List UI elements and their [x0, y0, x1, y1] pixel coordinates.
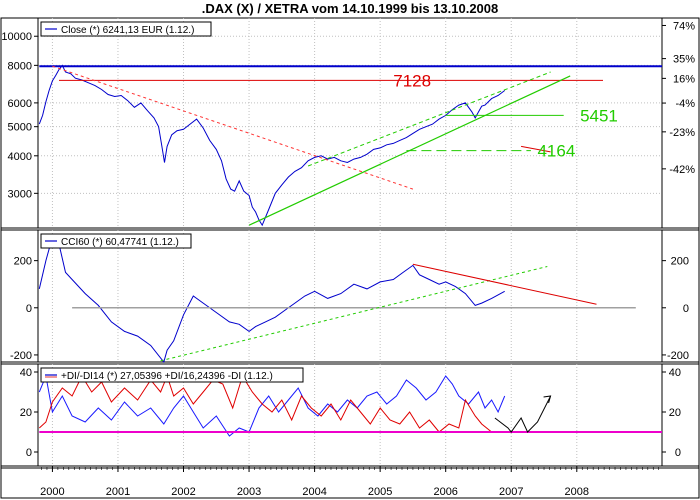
cci-uptrend-line	[160, 266, 548, 362]
x-tick-label: 2004	[302, 486, 326, 498]
dmi-y-tick-label: 20	[20, 407, 32, 419]
outer-frame	[0, 17, 700, 499]
panel-frame-3	[0, 363, 700, 467]
plus-di-line	[38, 374, 506, 437]
price-pct-tick-label: 74%	[673, 20, 695, 32]
legend-label: Close (*) 6241,13 EUR (1.12.)	[61, 25, 194, 36]
legend-label: +DI/-DI14 (*) 27,05396 +DI/16,24396 -DI …	[61, 371, 273, 382]
level-label-4164: 4164	[537, 142, 575, 161]
cci-y-tick-label: 0	[26, 303, 32, 315]
level-label-7128: 7128	[393, 71, 431, 90]
panel-frame-2	[0, 229, 700, 363]
dmi-y-tick-label: 40	[20, 367, 32, 379]
dmi-y-tick-label: 0	[26, 447, 32, 459]
trend-overlays	[39, 65, 662, 433]
cci-y-tick-label: 200	[14, 256, 32, 268]
cci-downtrend-line	[412, 263, 597, 305]
cci-right-tick-label: -200	[667, 350, 689, 362]
dmi-right-tick-label: 0	[675, 447, 681, 459]
axis-and-labels: 2000 2001 2002 2003 2004 2005 2006 2007 20083000…	[1, 20, 695, 498]
dmi-projection-arrows-line	[494, 395, 552, 433]
cci-y-tick-label: -200	[10, 350, 32, 362]
legend-label: CCI60 (*) 60,47741 (1.12.)	[61, 237, 179, 248]
legend-box	[40, 233, 192, 249]
price-y-tick-label: 3000	[8, 188, 32, 200]
x-tick-label: 2003	[237, 486, 261, 498]
dmi-right-tick-label: 20	[669, 407, 681, 419]
chart-panels	[0, 17, 700, 499]
price-pct-tick-label: 35%	[673, 54, 695, 66]
legend-box	[40, 21, 212, 37]
cci-line	[38, 236, 505, 364]
x-tick-label: 2002	[171, 486, 195, 498]
cci-right-tick-label: 200	[671, 256, 689, 268]
x-tick-label: 2007	[499, 486, 523, 498]
price-pct-tick-label: -23%	[669, 127, 695, 139]
x-tick-label: 2000	[40, 486, 64, 498]
legend-box	[40, 367, 304, 383]
price-y-tick-label: 6000	[8, 98, 32, 110]
short-red-line	[521, 145, 551, 153]
x-tick-label: 2008	[565, 486, 589, 498]
uptrend-dashed-line	[307, 71, 551, 167]
grid-lines	[1, 18, 699, 472]
minus-di-line	[38, 374, 492, 433]
dmi-right-tick-label: 40	[669, 367, 681, 379]
projection-arrowhead	[543, 395, 552, 404]
price-pct-tick-label: -42%	[669, 164, 695, 176]
price-y-tick-label: 10000	[1, 31, 32, 43]
cci-right-tick-label: 0	[683, 303, 689, 315]
chart-title: .DAX (X) / XETRA vom 14.10.1999 bis 13.1…	[202, 1, 499, 16]
x-tick-label: 2006	[433, 486, 457, 498]
price-pct-tick-label: 16%	[673, 73, 695, 85]
price-y-tick-label: 4000	[8, 151, 32, 163]
price-y-tick-label: 8000	[8, 60, 32, 72]
x-tick-label: 2005	[368, 486, 392, 498]
price-y-tick-label: 5000	[8, 122, 32, 134]
x-tick-label: 2001	[106, 486, 130, 498]
close-price-line	[38, 64, 506, 227]
data-series	[38, 64, 506, 437]
price-pct-tick-label: -4%	[675, 98, 695, 110]
level-label-5451: 5451	[580, 106, 618, 125]
